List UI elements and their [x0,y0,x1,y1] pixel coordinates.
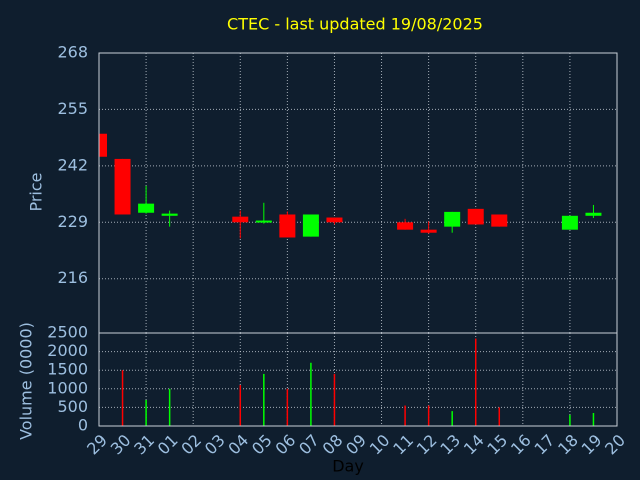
volume-bar [239,385,242,426]
candle-body [326,217,343,223]
plot-area [99,52,617,427]
price-frame [98,52,618,334]
candle-body [114,158,131,215]
y-tick-label: 255 [57,99,88,118]
y-tick-label: 242 [57,155,88,174]
candle-body [467,208,484,225]
y-tick-label: 268 [57,43,88,62]
candle-body [161,213,178,216]
y-tick-label: 216 [57,268,88,287]
y-axis-label: Price [27,172,46,211]
chart-title: CTEC - last updated 19/08/2025 [227,15,483,34]
candle-body [138,203,155,213]
volume-bar [263,373,265,426]
candle-body [255,220,272,223]
volume-bar [427,405,430,426]
candle-body [585,212,602,216]
x-tick-label: 20 [601,431,629,459]
volume-bar [121,370,124,426]
y-tick-label: 500 [57,397,88,416]
volume-bar [145,399,147,426]
volume-bar [451,411,453,426]
y-tick-label: 229 [57,212,88,231]
candle-body [397,222,414,230]
y-tick-label: 1000 [47,378,88,397]
x-axis-label: Day [332,457,364,476]
candle-body [99,133,107,157]
candle-body [302,214,319,237]
volume-bar [333,373,336,426]
y-axis-label: Volume (0000) [17,322,36,440]
y-tick-label: 1500 [47,360,88,379]
candle-body [561,215,578,230]
volume-bar [286,388,289,426]
candle-body [444,211,461,227]
volume-bar [404,405,406,426]
volume-bar [474,338,477,426]
volume-frame [98,332,618,427]
candle-body [279,214,296,238]
candle-body [491,214,508,227]
volume-bar [498,407,501,426]
volume-bar [592,412,595,426]
y-tick-label: 2000 [47,341,88,360]
y-tick-label: 2500 [47,323,88,342]
candle-body [232,216,249,223]
candle-body [420,229,437,233]
y-tick-label: 0 [78,416,88,435]
volume-bar [569,414,571,426]
volume-bar [310,362,312,426]
volume-bar [168,388,171,426]
